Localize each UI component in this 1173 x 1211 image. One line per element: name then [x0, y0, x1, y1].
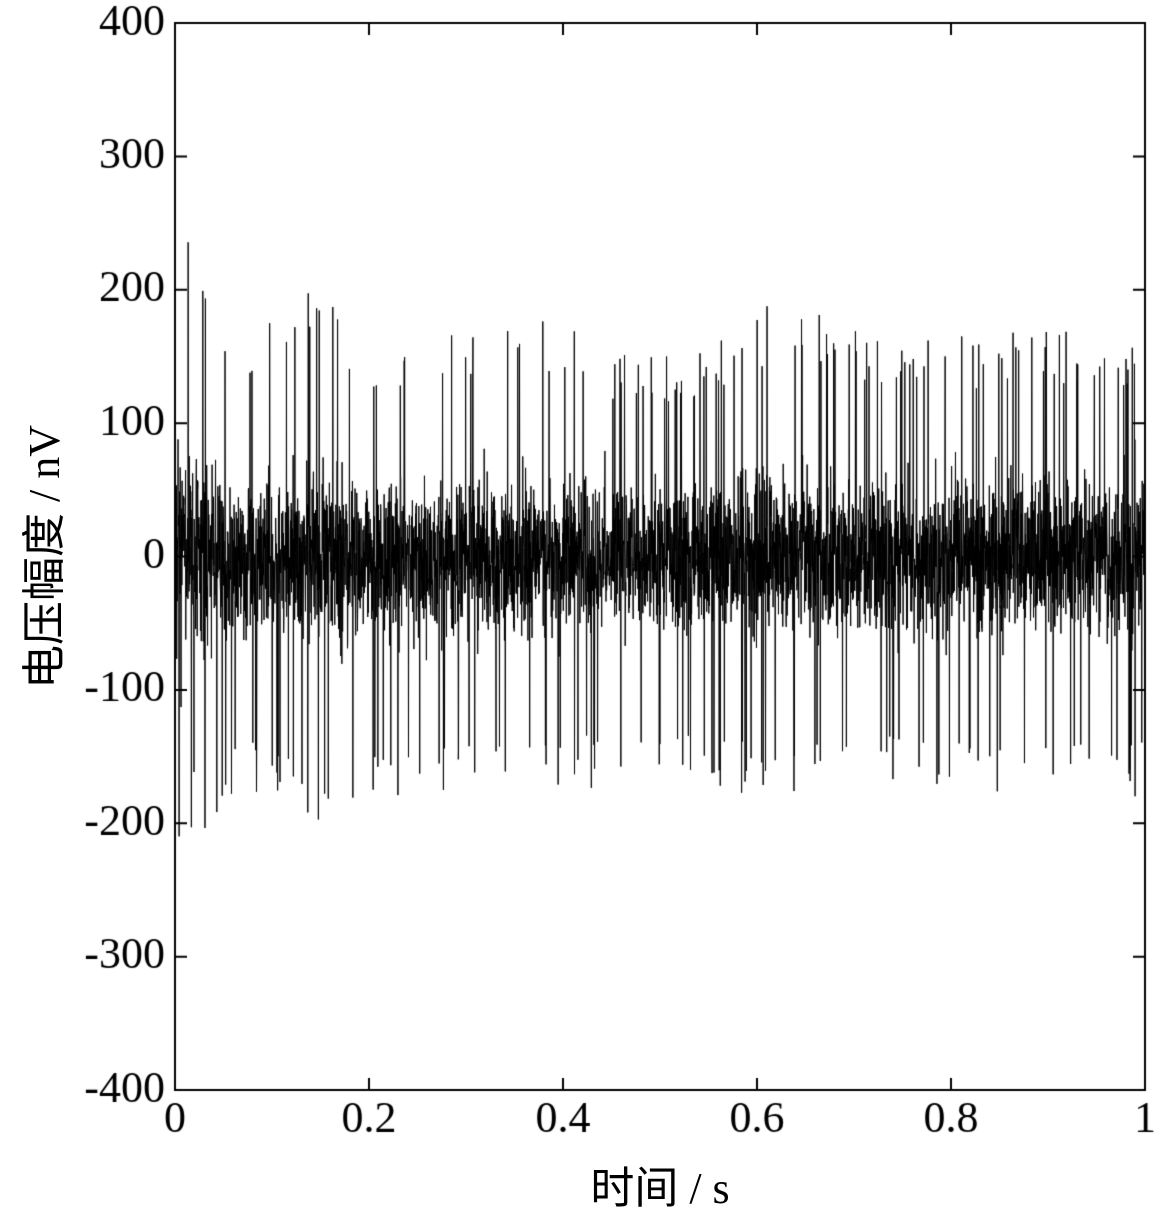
- signal-plot-canvas: [0, 0, 1173, 1211]
- signal-chart: 电压幅度 / nV 时间 / s: [0, 0, 1173, 1211]
